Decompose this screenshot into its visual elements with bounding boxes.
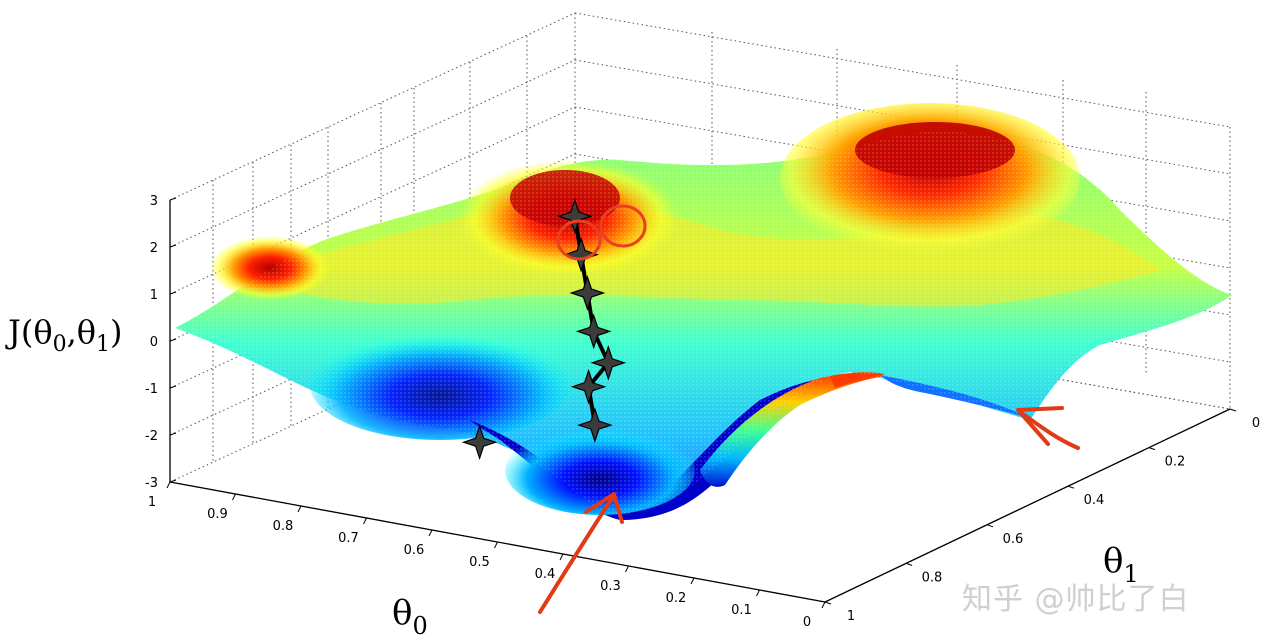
descent-step-marker: [590, 344, 627, 381]
z-tick-mark: [169, 385, 177, 389]
z-tick-label: -1: [145, 382, 158, 397]
theta1-tick-label: 0.2: [1165, 455, 1186, 470]
descent-step-marker: [563, 236, 599, 273]
z-tick-label: 1: [150, 288, 158, 303]
theta1-tick-label: 0.4: [1084, 493, 1105, 508]
theta0-tick-mark: [494, 541, 498, 549]
theta1-tick-label: 0.8: [922, 570, 943, 585]
descent-step-marker: [575, 313, 612, 350]
theta0-tick-mark: [166, 481, 171, 489]
theta0-tick-label: 0.3: [600, 579, 621, 594]
theta0-tick-mark: [428, 529, 433, 537]
theta0-tick-mark: [232, 493, 236, 501]
z-tick-mark: [169, 432, 177, 436]
theta0-tick-mark: [821, 601, 826, 609]
z-tick-label: 0: [150, 335, 158, 350]
theta0-tick-label: 0.5: [469, 555, 490, 570]
theta0-tick-mark: [363, 517, 367, 525]
z-tick-label: -2: [145, 429, 158, 444]
theta1-axis-ticks: 0 0.2 0.4 0.6 0.8 1: [824, 408, 1260, 624]
z-tick-label: -3: [145, 476, 158, 491]
theta0-axis-ticks: 1 0.9 0.8 0.7 0.6 0.5 0.4 0.3 0.2 0.1 0: [148, 481, 826, 630]
descent-step-marker: [570, 368, 607, 405]
z-tick-mark: [169, 338, 177, 342]
theta0-tick-label: 0.8: [273, 519, 294, 534]
theta0-tick-label: 0.7: [338, 531, 359, 546]
theta0-tick-label: 1: [148, 495, 156, 510]
theta1-tick-mark: [986, 524, 994, 528]
z-tick-mark: [169, 479, 177, 483]
cost-surface: [175, 103, 1232, 520]
theta0-tick-mark: [756, 589, 760, 597]
theta1-tick-mark: [824, 601, 832, 605]
z-tick-mark: [169, 291, 177, 295]
theta0-tick-mark: [625, 565, 629, 573]
annotation-arrows: [538, 406, 1080, 614]
watermark-text: 知乎 @帅比了白: [962, 582, 1190, 617]
theta1-tick-mark: [1148, 447, 1156, 451]
theta1-tick-mark: [1229, 408, 1237, 412]
descent-step-marker: [569, 275, 606, 311]
start-circle-a: [556, 219, 602, 261]
z-tick-mark: [169, 244, 177, 248]
theta1-tick-mark: [1067, 485, 1075, 489]
z-axis-title: J(θ0,θ1): [5, 313, 123, 357]
descent-step-marker: [461, 424, 498, 461]
theta0-axis-title: θ0: [392, 593, 428, 640]
theta1-tick-label: 1: [847, 609, 855, 624]
descent-step-marker: [577, 407, 613, 443]
theta1-tick-label: 0.6: [1003, 532, 1024, 547]
z-tick-mark: [169, 197, 177, 201]
theta0-tick-label: 0.4: [535, 567, 556, 582]
theta0-tick-label: 0.1: [731, 603, 752, 618]
theta1-axis-title: θ1: [1103, 541, 1139, 588]
theta0-tick-mark: [690, 577, 695, 585]
theta1-tick-mark: [905, 562, 913, 566]
theta0-tick-mark: [297, 505, 302, 513]
theta0-tick-label: 0.6: [404, 543, 425, 558]
start-circles: [556, 204, 647, 261]
theta0-tick-label: 0.2: [666, 591, 687, 606]
z-axis-ticks: 3 2 1 0 -1 -2 -3: [145, 194, 177, 491]
z-tick-label: 3: [150, 194, 158, 209]
descent-step-marker: [556, 198, 593, 235]
theta0-tick-mark: [559, 553, 564, 561]
theta0-tick-label: 0: [803, 615, 811, 630]
gradient-descent-path: [461, 198, 627, 461]
theta1-tick-label: 0: [1252, 416, 1260, 431]
arrow-to-global-min: [538, 496, 614, 614]
z-tick-label: 2: [150, 241, 158, 256]
start-circle-b: [599, 204, 647, 248]
theta0-tick-label: 0.9: [207, 507, 228, 522]
